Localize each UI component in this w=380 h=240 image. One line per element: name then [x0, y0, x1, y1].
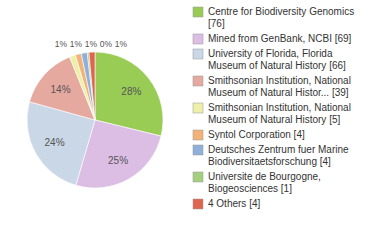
legend-label: Centre for Biodiversity Genomics[76] [208, 6, 354, 29]
legend: Centre for Biodiversity Genomics[76] Mine… [193, 6, 354, 209]
data-label: 24% [45, 137, 65, 148]
legend-label: Universite de Bourgogne,Biogeosciences [… [208, 171, 321, 194]
legend-label: Syntol Corporation [4] [208, 129, 305, 140]
legend-label: University of Florida, FloridaMuseum of … [208, 48, 346, 71]
legend-swatch [193, 49, 203, 59]
legend-swatch [193, 172, 203, 182]
legend-label: Mined from GenBank, NCBI [69] [208, 33, 352, 44]
data-label: 1% [85, 39, 98, 49]
legend-label: 4 Others [4] [208, 198, 260, 209]
pie [27, 52, 163, 188]
data-label: 28% [121, 86, 141, 97]
pie-slice [87, 52, 95, 120]
legend-swatch [193, 34, 203, 44]
data-label: 1% [55, 39, 68, 49]
legend-label: Smithsonian Institution, NationalMuseum … [208, 102, 351, 125]
legend-swatch [193, 199, 203, 209]
pie-slice [89, 52, 95, 120]
legend-swatch [193, 145, 203, 155]
data-label: 14% [51, 84, 71, 95]
legend-label: Smithsonian Institution, NationalMuseum … [208, 75, 351, 98]
data-label: 25% [108, 155, 128, 166]
data-label: 1% [70, 39, 83, 49]
legend-swatch [193, 7, 203, 17]
data-label: 0% [100, 39, 113, 49]
legend-swatch [193, 76, 203, 86]
chart: 28%25%24%14%1%1%1%0%1%Centre for Biodive… [0, 0, 380, 240]
legend-label: Deutsches Zentrum fuer MarineBiodiversit… [208, 144, 349, 167]
pie-slice [81, 52, 95, 120]
legend-swatch [193, 130, 203, 140]
data-label: 1% [115, 39, 128, 49]
legend-swatch [193, 103, 203, 113]
